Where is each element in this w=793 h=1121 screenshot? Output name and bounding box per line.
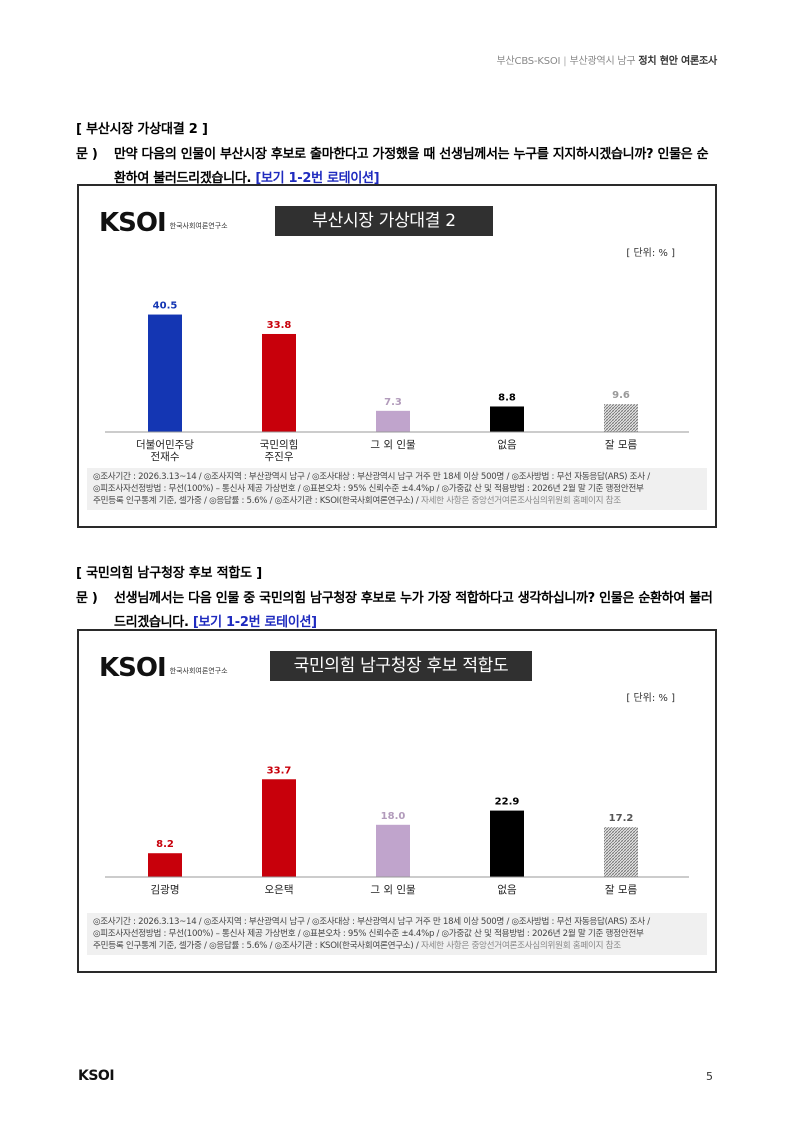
footnote-line: ◎조사기간 : 2026.3.13~14 / ◎조사지역 : 부산광역시 남구 … [93, 472, 650, 482]
bar-value-label: 7.3 [384, 397, 402, 408]
question-text: 선생님께서는 다음 인물 중 국민의힘 남구청장 후보로 누가 가장 적합하다고… [114, 591, 713, 630]
bar [148, 853, 182, 877]
footnote-line: 주민등록 인구통계 기준, 셀가중 / ◎응답률 : 5.6% / ◎조사기관 … [93, 495, 701, 507]
question-label: 문 ) [76, 591, 98, 606]
bar [376, 824, 410, 877]
bar-chart: 8.2 김광명 33.7 오은택 18.0 그 외 인물 22.9 없음 17.2 잘 모름 [105, 765, 689, 896]
category-label: 국민의힘 [260, 439, 299, 451]
survey-footnote: ◎조사기간 : 2026.3.13~14 / ◎조사지역 : 부산광역시 남구 … [87, 468, 707, 510]
chart-panel-namgu-candidate: KSOI 한국사회여론연구소 국민의힘 남구청장 후보 적합도 [ 단위: % … [77, 629, 717, 973]
bar [490, 406, 524, 432]
category-label: 그 외 인물 [370, 884, 416, 896]
footnote-reference: 자세한 사항은 중앙선거여론조사심의위원회 홈페이지 참조 [420, 496, 621, 506]
bar [148, 314, 182, 432]
category-label: 잘 모름 [605, 439, 638, 451]
unit-label: [ 단위: % ] [626, 693, 675, 704]
category-label: 잘 모름 [605, 884, 638, 896]
bar-value-label: 33.8 [267, 320, 292, 331]
footnote-line: 주민등록 인구통계 기준, 셀가중 / ◎응답률 : 5.6% / ◎조사기관 … [93, 940, 701, 952]
bar [262, 333, 296, 432]
category-label: 김광명 [151, 884, 180, 896]
ksoi-logo: KSOI 한국사회여론연구소 [99, 653, 228, 683]
bar-value-label: 9.6 [612, 390, 630, 401]
rotation-note: [보기 1-2번 로테이션] [192, 615, 317, 630]
bar [604, 827, 638, 877]
section-title: [ 부산시장 가상대결 2 ] [76, 122, 208, 137]
bar [262, 779, 296, 877]
question: 문 ) 만약 다음의 인물이 부산시장 후보로 출마한다고 가정했을 때 선생님… [76, 143, 716, 191]
header-region: 부산광역시 남구 [569, 56, 636, 67]
logo-subtitle: 한국사회여론연구소 [169, 667, 228, 675]
logo-subtitle: 한국사회여론연구소 [169, 222, 228, 230]
header-title: 정치 현안 여론조사 [638, 56, 717, 67]
category-label: 더불어민주당 [136, 439, 194, 451]
logo-text: KSOI [99, 208, 167, 238]
unit-label: [ 단위: % ] [626, 248, 675, 259]
bar-value-label: 17.2 [609, 813, 634, 824]
section-namgu-candidate: [ 국민의힘 남구청장 후보 적합도 ] 문 ) 선생님께서는 다음 인물 중 … [76, 562, 716, 635]
footnote-line: ◎피조사자선정방법 : 무선(100%) – 통신사 제공 가상번호 / ◎표본… [93, 484, 644, 494]
footnote-reference: 자세한 사항은 중앙선거여론조사심의위원회 홈페이지 참조 [420, 941, 621, 951]
footnote-line: ◎조사기간 : 2026.3.13~14 / ◎조사지역 : 부산광역시 남구 … [93, 917, 650, 927]
page-number: 5 [706, 1070, 713, 1083]
category-label: 그 외 인물 [370, 439, 416, 451]
bar [490, 810, 524, 877]
header-org: 부산CBS-KSOI [496, 56, 561, 67]
category-label: 오은택 [265, 884, 294, 896]
bar-value-label: 22.9 [495, 797, 520, 808]
footnote-line: ◎피조사자선정방법 : 무선(100%) – 통신사 제공 가상번호 / ◎표본… [93, 929, 644, 939]
bar-value-label: 33.7 [267, 765, 292, 776]
ksoi-logo: KSOI 한국사회여론연구소 [99, 208, 228, 238]
bar-value-label: 8.8 [498, 392, 516, 403]
footnote-text: 주민등록 인구통계 기준, 셀가중 / ◎응답률 : 5.6% / ◎조사기관 … [93, 496, 421, 506]
bar [376, 410, 410, 432]
footnote-text: 주민등록 인구통계 기준, 셀가중 / ◎응답률 : 5.6% / ◎조사기관 … [93, 941, 421, 951]
page-header: 부산CBS-KSOI | 부산광역시 남구 정치 현안 여론조사 [496, 52, 718, 67]
question-label: 문 ) [76, 147, 98, 162]
logo-text: KSOI [99, 653, 167, 683]
header-divider: | [563, 56, 567, 67]
survey-footnote: ◎조사기간 : 2026.3.13~14 / ◎조사지역 : 부산광역시 남구 … [87, 913, 707, 955]
section-busan-mayor: [ 부산시장 가상대결 2 ] 문 ) 만약 다음의 인물이 부산시장 후보로 … [76, 118, 716, 191]
question-text: 만약 다음의 인물이 부산시장 후보로 출마한다고 가정했을 때 선생님께서는 … [114, 147, 709, 186]
bar-value-label: 8.2 [156, 839, 174, 850]
bar-value-label: 40.5 [153, 301, 178, 312]
footer-logo: KSOI [78, 1068, 115, 1084]
category-label: 없음 [497, 883, 517, 896]
section-title: [ 국민의힘 남구청장 후보 적합도 ] [76, 566, 262, 581]
bar-value-label: 18.0 [381, 811, 406, 822]
chart-panel-busan-mayor: KSOI 한국사회여론연구소 부산시장 가상대결 2 [ 단위: % ] 40.… [77, 184, 717, 528]
question: 문 ) 선생님께서는 다음 인물 중 국민의힘 남구청장 후보로 누가 가장 적… [76, 587, 716, 635]
chart-title: 국민의힘 남구청장 후보 적합도 [270, 651, 532, 681]
category-label: 전재수 [151, 451, 180, 463]
bar [604, 404, 638, 432]
category-label: 주진우 [265, 451, 294, 463]
rotation-note: [보기 1-2번 로테이션] [255, 171, 380, 186]
chart-title: 부산시장 가상대결 2 [275, 206, 493, 236]
category-label: 없음 [497, 438, 517, 451]
